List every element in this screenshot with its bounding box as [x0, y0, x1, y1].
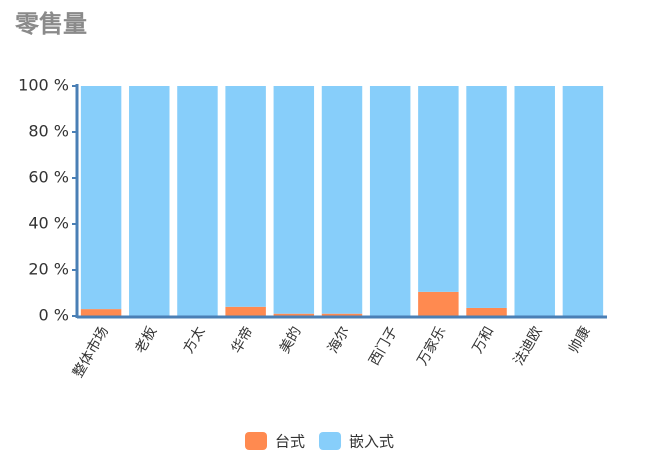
bar-segment — [177, 86, 218, 316]
legend-label: 嵌入式 — [349, 433, 394, 451]
y-tick-label: 20 % — [28, 260, 69, 279]
bar-segment — [273, 313, 315, 316]
bar-segment — [369, 86, 411, 316]
bar-segment — [562, 86, 604, 316]
y-tick-label: 100 % — [18, 76, 69, 95]
y-tick-label: 40 % — [28, 214, 69, 233]
legend-swatch — [319, 432, 342, 450]
y-tick-label: 60 % — [28, 168, 69, 187]
bar-segment — [321, 86, 363, 314]
bar-segment — [514, 86, 555, 316]
bar-segment — [418, 86, 459, 292]
bar-segment — [321, 313, 363, 316]
bar-segment — [80, 309, 122, 316]
y-tick-label: 80 % — [28, 122, 69, 141]
bar-segment — [225, 306, 266, 316]
bar-segment — [466, 86, 507, 308]
legend-swatch — [245, 432, 267, 450]
chart-title: 零售量 — [14, 10, 87, 38]
bar-segment — [225, 86, 266, 307]
bar-segment — [80, 86, 122, 310]
bar-segment — [129, 86, 170, 316]
legend-label: 台式 — [275, 433, 305, 451]
bar-segment — [273, 86, 315, 314]
bar-segment — [418, 291, 459, 316]
y-tick-label: 0 % — [39, 306, 69, 325]
bar-segment — [466, 307, 507, 316]
